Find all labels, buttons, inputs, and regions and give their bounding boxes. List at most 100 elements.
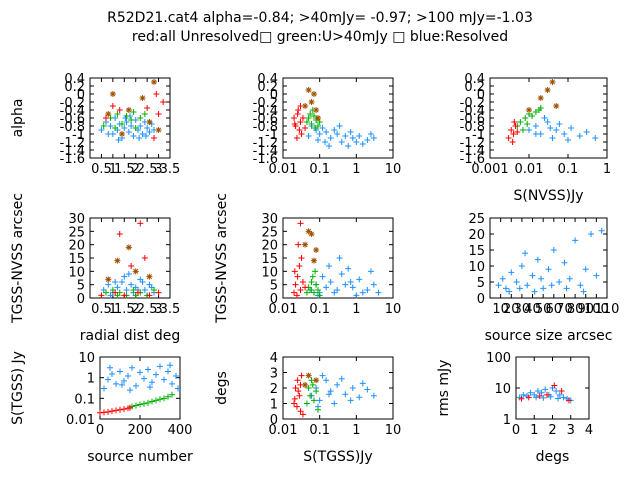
y-axis-label: TGSS-NVSS arcsec [10,193,26,324]
plus-marker-blue [538,389,545,396]
plus-marker-red [296,127,303,133]
plus-marker-green [309,273,316,280]
plus-marker-blue [105,376,111,383]
y-tick-label: 0 [77,88,85,103]
star-marker-star [105,276,112,283]
plus-marker-blue [336,123,343,129]
plot-frame [282,77,394,159]
plus-marker-blue [356,394,363,401]
y-tick-label: 30 [68,212,85,227]
plus-marker-red [135,289,141,296]
star-marker-star [302,103,309,109]
plus-marker-blue [326,263,333,269]
plus-marker-green [519,127,526,133]
y-tick-label: 1 [503,413,511,428]
star-marker-star [132,268,139,275]
plus-marker-green [141,400,147,407]
plus-marker-red [291,395,298,402]
plus-marker-blue [165,368,171,375]
y-tick-label: -0.4 [60,104,85,119]
plus-marker-blue [342,391,349,398]
plus-marker-blue [353,292,360,299]
plus-marker-blue [553,388,560,395]
plus-marker-blue [128,281,135,288]
plus-marker-blue [359,141,366,147]
plus-marker-red [510,131,517,137]
plus-marker-blue [547,125,554,131]
star-marker-star [302,381,309,388]
plus-marker-red [293,292,300,299]
plus-marker-blue [338,271,345,277]
y-tick-label: 10 [261,265,278,280]
plus-marker-red [514,129,521,135]
plus-marker-blue [316,131,323,137]
plus-marker-blue [133,382,139,389]
plus-marker-blue [545,266,552,273]
star-marker-star [308,231,315,237]
x-tick-label: 50 [535,302,552,317]
x-tick-label: 2.5 [137,302,158,317]
plus-marker-blue [541,115,548,121]
x-tick-label: 1 [352,423,360,438]
figure-legend-caption: red:all Unresolved□ green:U>40mJy □ blue… [132,29,508,45]
plus-marker-blue [370,392,377,399]
y-axis-label: alpha [10,99,26,138]
plus-marker-blue [121,273,128,280]
plus-marker-red [292,281,299,288]
plus-marker-green [308,121,315,127]
y-tick-label: 0 [270,292,278,307]
plus-marker-green [307,392,314,399]
plus-marker-red [141,255,148,261]
plus-marker-blue [518,263,525,269]
y-tick-label: -0.2 [253,96,278,111]
y-tick-label: 0.2 [64,80,85,95]
plus-marker-blue [548,282,555,289]
plus-marker-blue [520,391,527,398]
plus-marker-red [294,377,301,384]
plus-marker-green [303,400,310,407]
y-tick-label: 5 [270,279,278,294]
plus-marker-red [558,388,565,395]
plus-marker-blue [370,281,377,288]
plus-marker-red [505,135,512,141]
plus-marker-blue [327,135,334,141]
plus-marker-green [517,119,524,125]
y-tick-label: 10 [78,351,95,366]
plus-marker-green [310,289,317,296]
plus-marker-red [128,263,135,269]
x-tick-label: 70 [556,302,573,317]
plus-marker-red [98,292,105,299]
plus-marker-blue [322,139,329,145]
plot-p3: 0.001 0.01 0.1 1 -1.6-1.4-1.2-1-0.8-0.6-0.4-… [460,72,612,204]
star-marker-star [109,91,116,97]
plus-marker-blue [524,282,531,289]
plus-marker-green [123,113,130,119]
y-tick-label: -1.6 [253,152,278,167]
plus-marker-green [303,119,310,125]
plus-marker-blue [572,237,579,244]
plus-marker-red [151,135,157,141]
y-tick-label: 4 [270,351,278,366]
plus-marker-green [103,289,109,296]
plus-marker-green [119,121,125,127]
plus-marker-blue [583,129,590,135]
plus-marker-blue [121,125,128,131]
plus-marker-green [165,393,171,400]
x-tick-label: 10 [492,302,509,317]
star-marker-star [526,107,532,113]
x-tick-label: 3 [154,302,162,317]
plus-marker-blue [323,129,330,135]
star-marker-star [310,257,317,264]
y-tick-label: 100 [486,351,511,366]
plus-marker-red [291,289,298,296]
plus-marker-blue [331,289,338,296]
y-tick-label: -0.2 [60,96,85,111]
plus-marker-blue [327,279,334,285]
y-tick-label: 1 [87,372,95,387]
plus-marker-blue [338,139,345,145]
plus-marker-blue [560,394,567,401]
plus-marker-blue [114,284,121,291]
y-tick-label: -0.4 [460,104,485,119]
plus-marker-blue [370,135,377,141]
